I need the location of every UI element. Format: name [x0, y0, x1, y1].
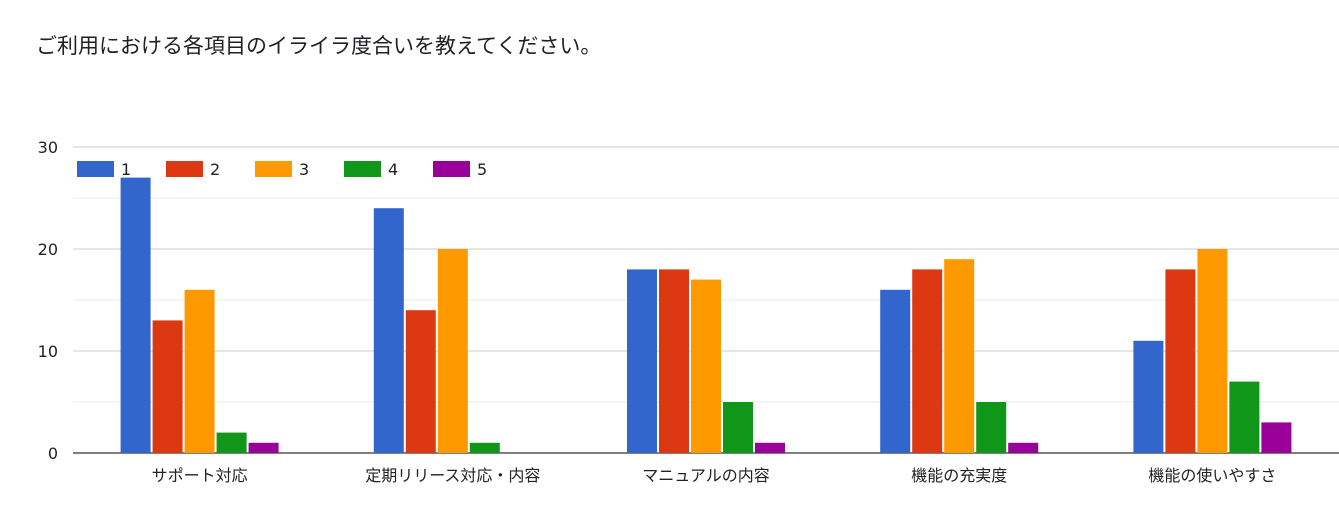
bar[interactable]: [152, 320, 183, 453]
bar[interactable]: [469, 442, 500, 453]
legend-label: 3: [299, 160, 309, 179]
bars: [120, 177, 1292, 453]
bar[interactable]: [1229, 381, 1260, 453]
bar[interactable]: [627, 269, 657, 453]
legend-item[interactable]: 3: [255, 160, 309, 179]
bar[interactable]: [659, 269, 689, 453]
legend-label: 1: [121, 160, 131, 179]
bar[interactable]: [437, 249, 468, 453]
bar[interactable]: [120, 177, 151, 453]
x-axis-categories: サポート対応 定期リリース対応・内容 マニュアルの内容 機能の充実度 機能の使いやすさ: [152, 466, 1277, 485]
x-category-label: サポート対応: [152, 466, 248, 485]
bar[interactable]: [880, 289, 911, 453]
bar[interactable]: [1133, 340, 1164, 453]
legend-label: 2: [210, 160, 220, 179]
legend-label: 5: [477, 160, 487, 179]
y-tick-label: 30: [38, 138, 58, 157]
legend-item[interactable]: 4: [344, 160, 398, 179]
x-category-label: 機能の使いやすさ: [1148, 466, 1276, 485]
bar[interactable]: [1008, 442, 1039, 453]
bar[interactable]: [216, 432, 247, 453]
bar[interactable]: [691, 279, 721, 453]
bar[interactable]: [405, 310, 436, 453]
legend-swatch: [433, 161, 470, 177]
legend-swatch: [255, 161, 292, 177]
bar[interactable]: [912, 269, 943, 453]
y-axis-ticks: 0 10 20 30: [38, 138, 58, 463]
legend-item[interactable]: 5: [433, 160, 487, 179]
legend-swatch: [166, 161, 203, 177]
x-category-label: 定期リリース対応・内容: [365, 466, 540, 485]
bar[interactable]: [1197, 249, 1228, 453]
legend[interactable]: 1 2 3 4 5: [77, 160, 487, 179]
legend-item[interactable]: 1: [77, 160, 131, 179]
bar[interactable]: [373, 208, 404, 453]
legend-item[interactable]: 2: [166, 160, 220, 179]
bar[interactable]: [1261, 422, 1292, 453]
y-tick-label: 20: [38, 240, 58, 259]
bar[interactable]: [976, 402, 1007, 453]
bar[interactable]: [184, 289, 215, 453]
bar[interactable]: [248, 442, 279, 453]
x-category-label: 機能の充実度: [911, 466, 1007, 485]
legend-swatch: [77, 161, 114, 177]
legend-swatch: [344, 161, 381, 177]
legend-label: 4: [388, 160, 398, 179]
bar[interactable]: [723, 402, 753, 453]
bar[interactable]: [1165, 269, 1196, 453]
bar[interactable]: [755, 442, 785, 453]
bar[interactable]: [944, 259, 975, 453]
chart-title: ご利用における各項目のイライラ度合いを教えてください。: [36, 34, 602, 58]
y-tick-label: 0: [48, 444, 58, 463]
y-tick-label: 10: [38, 342, 58, 361]
x-category-label: マニュアルの内容: [642, 466, 770, 485]
